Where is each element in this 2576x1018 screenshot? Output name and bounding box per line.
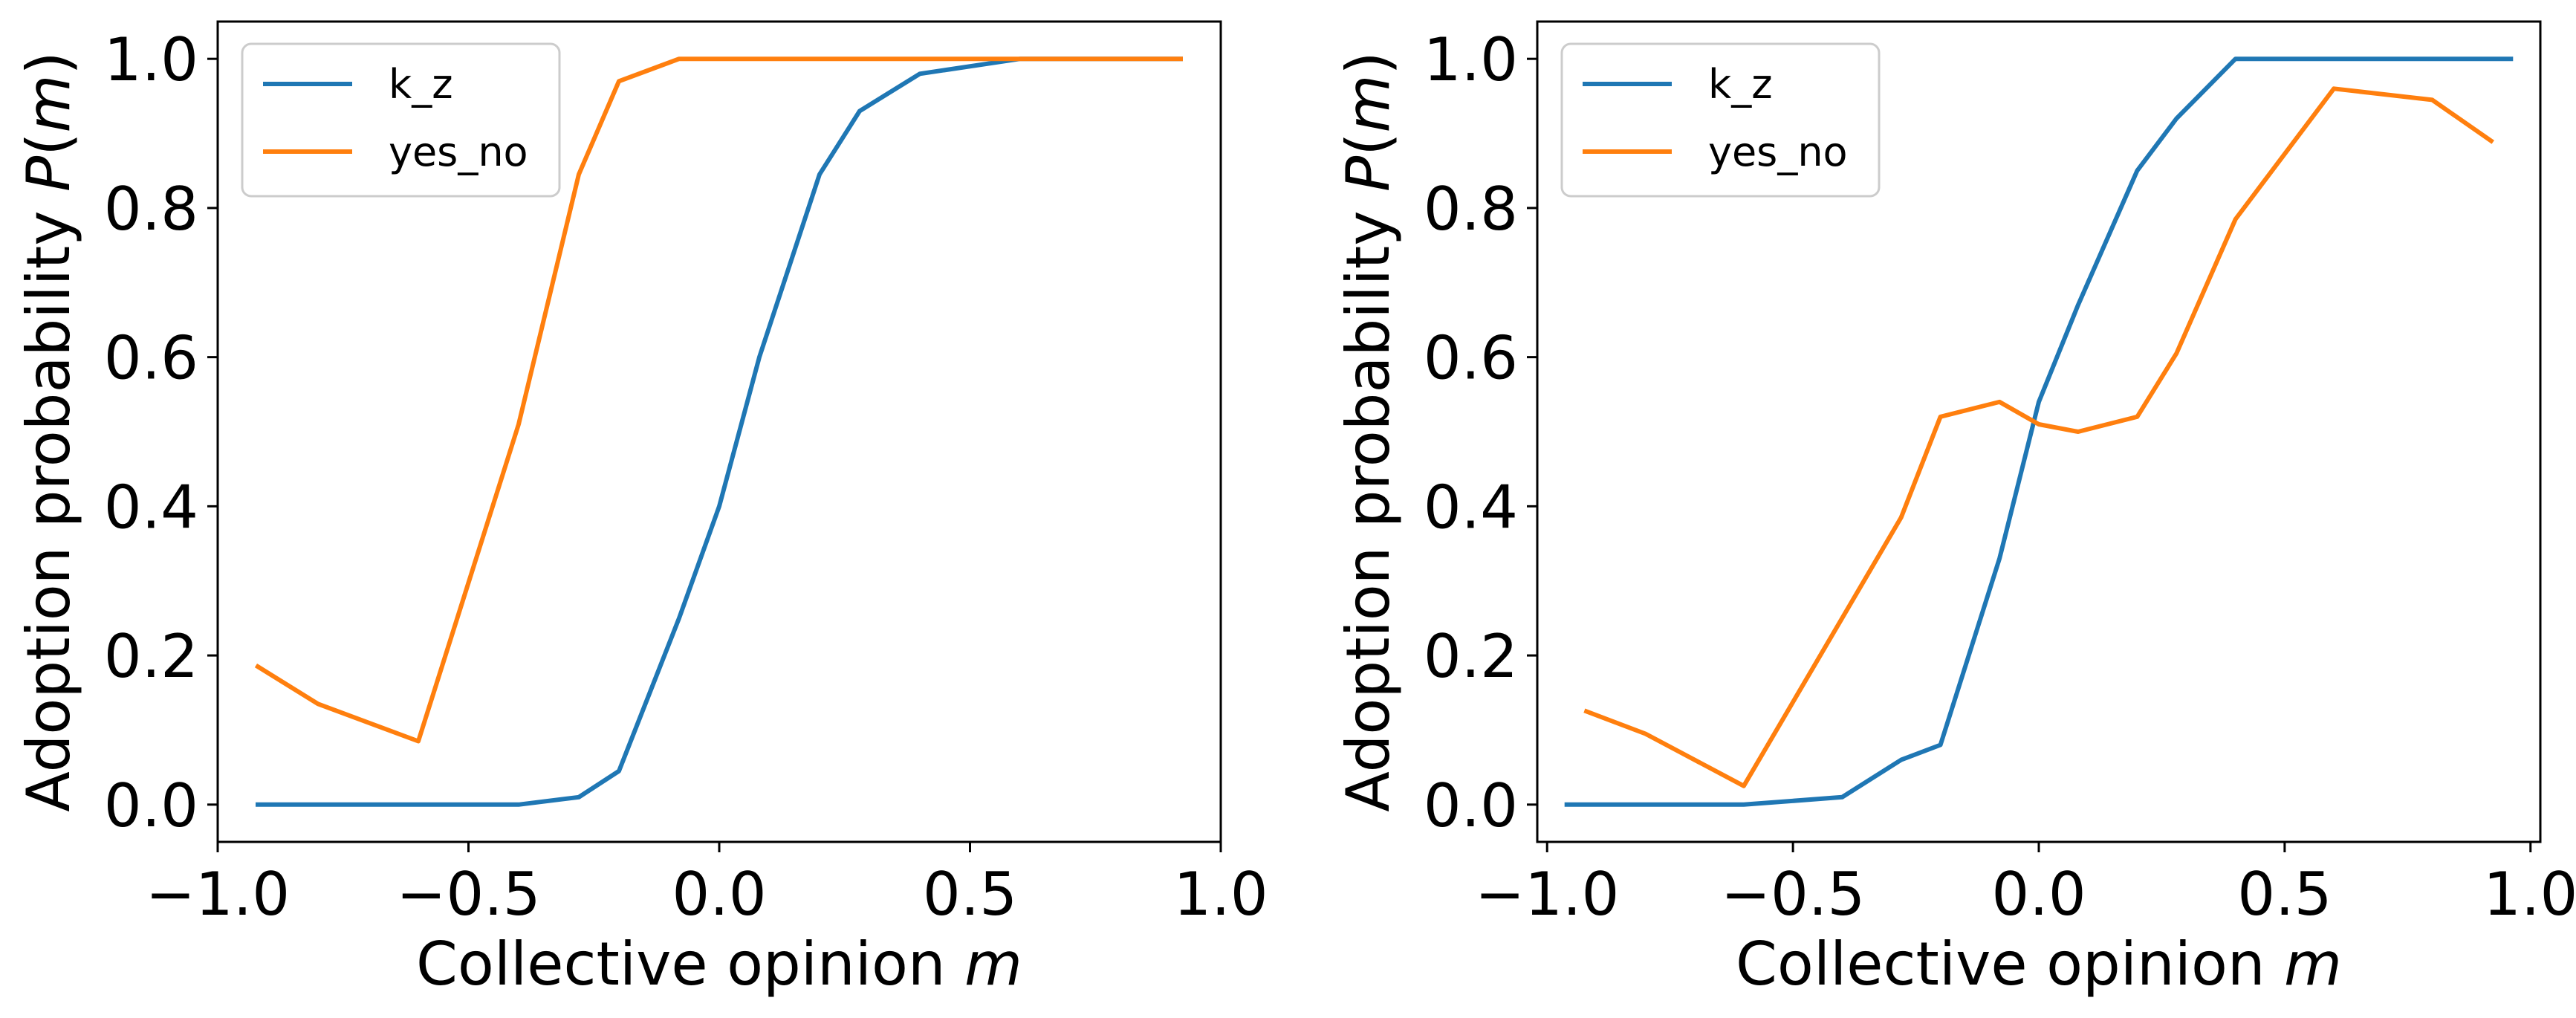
x-tick-label: −0.5 xyxy=(396,860,540,929)
series-line-yes-no xyxy=(1583,86,2494,788)
y-tick-label: 0.2 xyxy=(104,622,198,691)
legend-label-yes-no: yes_no xyxy=(389,129,528,175)
x-axis-label-text: Collective opinion xyxy=(1736,930,2284,999)
x-axis-label-text: Collective opinion xyxy=(416,930,964,999)
y-axis-label-variable: P xyxy=(14,155,83,192)
legend-label-k-z: k_z xyxy=(389,61,453,108)
y-axis-label-text: Adoption probability xyxy=(1334,192,1403,812)
y-tick-label: 0.8 xyxy=(104,175,198,244)
y-tick-label: 0.0 xyxy=(104,771,198,840)
y-tick-label: 1.0 xyxy=(1424,25,1518,94)
legend: k_z yes_no xyxy=(1560,42,1881,198)
x-tick-label: 0.5 xyxy=(2237,860,2332,929)
series-line-k-z xyxy=(256,56,1183,807)
y-axis-label-text: Adoption probability xyxy=(14,192,83,812)
series-line-k-z xyxy=(1564,56,2514,807)
y-tick-label: 0.6 xyxy=(1424,324,1518,393)
y-axis-label-paren-close: ) xyxy=(1334,51,1403,74)
x-axis-label: Collective opinion m xyxy=(416,930,1022,999)
y-tick-label: 0.4 xyxy=(1424,473,1518,542)
y-tick-label: 0.0 xyxy=(1424,771,1518,840)
y-axis-label: Adoption probability P(m) xyxy=(1334,51,1403,811)
y-axis-label-variable: P xyxy=(1334,155,1403,192)
y-tick-label: 0.2 xyxy=(1424,622,1518,691)
y-tick-label: 1.0 xyxy=(104,25,198,94)
y-tick-label: 0.4 xyxy=(104,473,198,542)
y-axis-label-argument: m xyxy=(14,75,83,133)
x-tick-label: 1.0 xyxy=(1173,860,1268,929)
legend-label-k-z: k_z xyxy=(1708,61,1773,108)
y-axis-label-paren-close: ) xyxy=(14,51,83,74)
x-tick-label: −1.0 xyxy=(146,860,290,929)
y-axis-label-argument: m xyxy=(1334,75,1403,133)
y-axis-label-paren-open: ( xyxy=(14,132,83,155)
x-axis-label-variable: m xyxy=(2284,930,2342,999)
y-tick-label: 0.8 xyxy=(1424,175,1518,244)
series-line-yes-no xyxy=(254,56,1183,744)
y-tick-label: 0.6 xyxy=(104,324,198,393)
x-tick-label: 0.5 xyxy=(923,860,1017,929)
x-tick-label: −1.0 xyxy=(1475,860,1619,929)
x-axis-label: Collective opinion m xyxy=(1736,930,2342,999)
x-tick-label: −0.5 xyxy=(1721,860,1865,929)
left-panel: −1.0 −0.5 0.0 0.5 1.0 0.0 0.2 0.4 0.6 0.8 1.0 Colle… xyxy=(14,20,1268,999)
legend-label-yes-no: yes_no xyxy=(1708,129,1848,175)
x-tick-label: 0.0 xyxy=(1991,860,2086,929)
y-axis-label: Adoption probability P(m) xyxy=(14,51,83,811)
right-panel: −1.0 −0.5 0.0 0.5 1.0 0.0 0.2 0.4 0.6 0.8 1.0 Colle… xyxy=(1334,20,2576,999)
x-tick-label: 0.0 xyxy=(672,860,766,929)
x-tick-label: 1.0 xyxy=(2483,860,2576,929)
x-axis-label-variable: m xyxy=(964,930,1022,999)
legend: k_z yes_no xyxy=(241,42,561,198)
y-axis-label-paren-open: ( xyxy=(1334,132,1403,155)
